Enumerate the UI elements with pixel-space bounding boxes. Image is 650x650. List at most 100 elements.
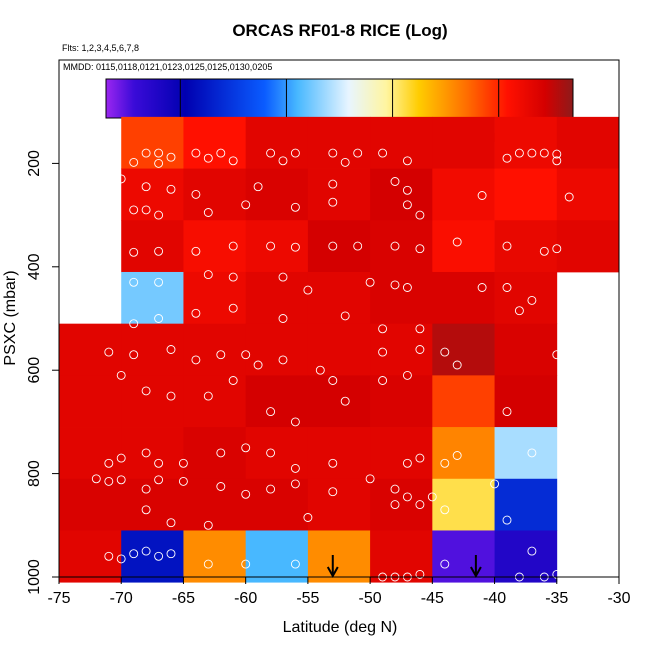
- observation-point: [141, 505, 151, 515]
- observation-point: [552, 244, 562, 254]
- heatmap-cell: [307, 323, 371, 376]
- heatmap-cell: [307, 375, 371, 428]
- observation-point: [290, 479, 300, 489]
- heatmap-cell: [183, 478, 247, 531]
- observation-point: [378, 347, 388, 357]
- heatmap-cell: [245, 116, 309, 169]
- observation-point: [340, 396, 350, 406]
- observation-point: [129, 205, 139, 215]
- observation-point: [141, 546, 151, 556]
- observation-point: [502, 283, 512, 292]
- heatmap-cell: [245, 427, 309, 480]
- observation-point: [514, 148, 524, 158]
- observation-point: [129, 277, 139, 287]
- plot-frame: [58, 59, 620, 578]
- y-tick-label: 600: [26, 357, 43, 384]
- dates-label: MMDD: 0115,0118,0121,0123,0125,0125,0130…: [63, 62, 272, 72]
- observation-point: [203, 153, 213, 163]
- observation-point: [203, 391, 213, 401]
- heatmap-cell: [307, 478, 371, 531]
- heatmap-cell: [59, 427, 122, 480]
- observation-point: [154, 246, 164, 256]
- observation-point: [502, 407, 512, 417]
- y-tick-label: 1000: [26, 559, 43, 595]
- heatmap-cell: [183, 323, 247, 376]
- observation-point: [502, 241, 512, 251]
- heatmap-cell: [370, 220, 433, 273]
- observation-point: [564, 192, 574, 202]
- observation-point: [178, 458, 188, 468]
- x-tick-label: -45: [421, 590, 444, 607]
- heatmap-cell: [370, 116, 433, 169]
- observation-point: [415, 345, 425, 354]
- observation-point: [154, 551, 164, 561]
- heatmap-cell: [432, 116, 495, 169]
- observation-point: [378, 324, 388, 334]
- observation-point: [228, 303, 238, 313]
- observation-point: [116, 475, 126, 485]
- heatmap-cell: [121, 427, 184, 480]
- observation-point: [290, 148, 300, 158]
- observation-point: [415, 210, 425, 220]
- observation-point: [402, 283, 412, 292]
- observation-point: [104, 347, 114, 357]
- observation-point: [527, 546, 537, 556]
- observation-point: [216, 448, 226, 458]
- x-tick-label: -40: [483, 590, 506, 607]
- observation-point: [104, 458, 114, 468]
- observation-point: [228, 156, 238, 166]
- observation-point: [203, 208, 213, 217]
- heatmap-cell: [556, 168, 620, 221]
- observation-point: [141, 484, 151, 494]
- observation-point: [278, 156, 288, 166]
- down-arrow-icon: [326, 566, 339, 579]
- observation-point: [415, 500, 425, 510]
- observation-point: [527, 148, 537, 158]
- observation-point: [129, 350, 139, 360]
- observation-point: [328, 376, 338, 385]
- heatmap-cell: [307, 530, 371, 583]
- observation-point: [216, 148, 226, 158]
- observation-point: [490, 479, 500, 489]
- observation-point: [539, 148, 549, 158]
- heatmap-cell: [121, 220, 184, 273]
- heatmap-cell: [432, 323, 495, 376]
- observation-point: [390, 500, 400, 510]
- observation-point: [104, 551, 114, 561]
- observation-point: [116, 174, 126, 184]
- heatmap-cell: [59, 323, 122, 376]
- x-tick-label: -50: [359, 590, 382, 607]
- observation-point: [390, 177, 400, 186]
- observation-point: [166, 518, 176, 528]
- observation-point: [290, 463, 300, 473]
- heatmap-cell: [307, 168, 371, 221]
- observation-point: [141, 386, 151, 396]
- heatmap-cell: [556, 116, 620, 169]
- observation-point: [166, 345, 176, 354]
- observation-point: [402, 370, 412, 380]
- observation-point: [154, 314, 164, 323]
- heatmap-cell: [370, 478, 433, 531]
- observation-point: [116, 370, 126, 380]
- heatmap-cell: [432, 478, 495, 531]
- heatmap-cell: [183, 220, 247, 273]
- observation-point: [266, 484, 276, 494]
- observation-point: [266, 448, 276, 458]
- x-tick-label: -30: [607, 590, 630, 607]
- observation-point: [278, 272, 288, 282]
- heatmap-cell: [183, 168, 247, 221]
- observation-point: [402, 200, 412, 210]
- x-tick-label: -60: [234, 590, 257, 607]
- heatmap-cell: [121, 168, 184, 221]
- x-tick-label: -70: [110, 590, 133, 607]
- marker-arrows: [326, 555, 482, 579]
- observation-point: [390, 280, 400, 290]
- heatmap-cell: [494, 478, 558, 531]
- observation-point: [241, 443, 251, 453]
- observation-point: [203, 520, 213, 530]
- y-tick-label: 200: [26, 150, 43, 177]
- heatmap-cell: [121, 375, 184, 428]
- observation-point: [402, 492, 412, 502]
- observation-point: [477, 191, 487, 200]
- heatmap-cell: [494, 427, 558, 480]
